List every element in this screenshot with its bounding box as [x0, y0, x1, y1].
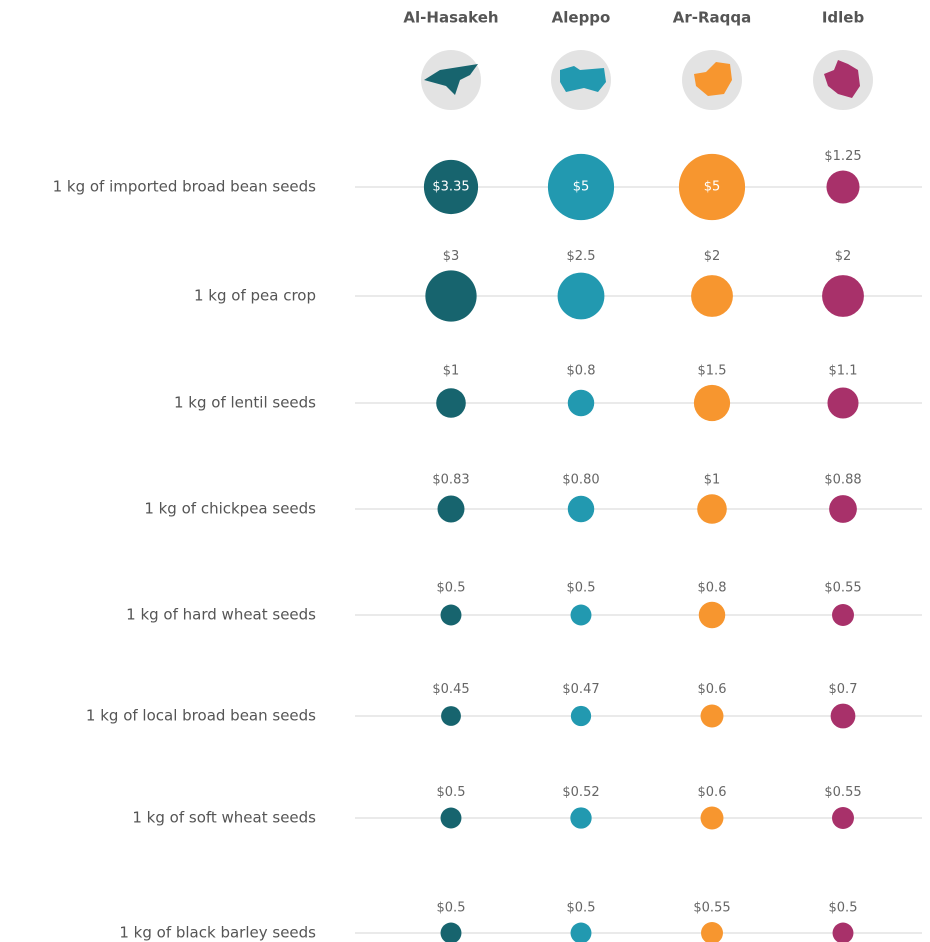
- bubble: [547, 153, 615, 221]
- row-label: 1 kg of imported broad bean seeds: [53, 178, 317, 196]
- map-icon: [824, 60, 860, 98]
- column-header: Idleb: [822, 9, 865, 27]
- value-label: $0.5: [437, 580, 466, 595]
- row-label: 1 kg of chickpea seeds: [144, 500, 316, 518]
- bubble: [570, 705, 592, 727]
- value-label: $0.5: [829, 901, 858, 916]
- column-header: Aleppo: [552, 9, 611, 27]
- bubble: [832, 807, 854, 829]
- value-label: $0.5: [567, 580, 596, 595]
- bubble: [698, 601, 726, 629]
- value-label: $1.1: [829, 363, 858, 378]
- bubble: [440, 604, 462, 626]
- bubble: [437, 495, 465, 523]
- bubble: [827, 387, 859, 419]
- bubble: [697, 494, 727, 524]
- bubble: [436, 388, 466, 418]
- bubble: [829, 495, 857, 523]
- value-label: $0.8: [567, 363, 596, 378]
- bubble: [832, 922, 854, 942]
- row-label: 1 kg of lentil seeds: [174, 394, 316, 412]
- bubble: [822, 275, 864, 317]
- value-label: $2.5: [567, 249, 596, 264]
- row-label: 1 kg of soft wheat seeds: [132, 809, 316, 827]
- value-label: $0.52: [562, 785, 599, 800]
- bubble: [567, 495, 595, 523]
- value-label: $0.45: [432, 682, 469, 697]
- value-label: $0.6: [698, 682, 727, 697]
- value-label: $3.35: [432, 180, 469, 195]
- bubble: [701, 922, 723, 942]
- value-label: $0.6: [698, 785, 727, 800]
- bubble: [830, 703, 856, 729]
- value-label: $0.88: [824, 473, 861, 488]
- bubble: [440, 922, 462, 942]
- bubble: [678, 153, 746, 221]
- value-label: $1: [443, 363, 460, 378]
- bubble: [826, 170, 860, 204]
- value-label: $1.25: [824, 149, 861, 164]
- bubble: [700, 704, 724, 728]
- bubble: [691, 275, 733, 317]
- map-icon: [560, 66, 606, 92]
- value-label: $5: [704, 180, 721, 195]
- bubble: [567, 389, 595, 417]
- value-label: $0.55: [824, 580, 861, 595]
- row-label: 1 kg of local broad bean seeds: [86, 707, 316, 725]
- value-label: $1.5: [698, 363, 727, 378]
- row-label: 1 kg of black barley seeds: [119, 924, 316, 942]
- bubble: [557, 272, 605, 320]
- row-label: 1 kg of hard wheat seeds: [126, 606, 316, 624]
- map-icon: [694, 62, 732, 96]
- bubble: [440, 807, 462, 829]
- value-label: $0.55: [693, 901, 730, 916]
- column-header: Ar-Raqqa: [673, 9, 752, 27]
- column-header: Al-Hasakeh: [403, 9, 498, 27]
- value-label: $0.8: [698, 580, 727, 595]
- value-label: $0.47: [562, 682, 599, 697]
- bubble: [832, 604, 854, 626]
- map-icon: [424, 64, 478, 95]
- bubble: [425, 270, 477, 322]
- bubble: [700, 806, 724, 830]
- value-label: $0.83: [432, 473, 469, 488]
- region-icons: [421, 50, 873, 110]
- value-label: $0.5: [437, 785, 466, 800]
- row-label: 1 kg of pea crop: [194, 287, 316, 305]
- value-label: $2: [704, 249, 721, 264]
- value-label: $0.7: [829, 682, 858, 697]
- value-label: $0.80: [562, 473, 599, 488]
- value-label: $5: [573, 180, 590, 195]
- bubble: [693, 384, 731, 422]
- bubble: [570, 807, 592, 829]
- value-label: $0.55: [824, 785, 861, 800]
- value-label: $0.5: [567, 901, 596, 916]
- bubble: [423, 159, 479, 215]
- value-label: $2: [835, 249, 852, 264]
- value-label: $3: [443, 249, 460, 264]
- bubble: [441, 706, 461, 726]
- value-label: $1: [704, 473, 721, 488]
- value-label: $0.5: [437, 901, 466, 916]
- bubble: [570, 922, 592, 942]
- bubble: [570, 604, 592, 626]
